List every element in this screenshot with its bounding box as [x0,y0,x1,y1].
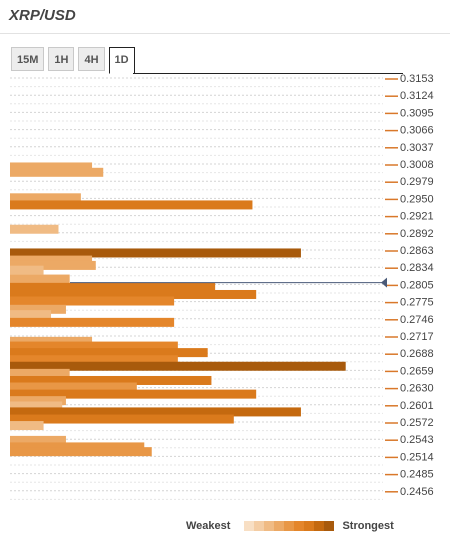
legend-swatch [294,521,305,531]
y-tick-label: 0.2950 [400,193,434,205]
legend-swatch [244,521,255,531]
current-price-marker [381,277,387,288]
y-tick-label: 0.3008 [400,159,434,171]
bar [10,389,257,399]
tab-4h[interactable]: 4H [78,47,105,71]
bar [10,224,59,234]
legend-swatch [284,521,295,531]
y-tick-label: 0.2601 [400,400,434,412]
bar [10,274,70,284]
legend-color-scale [244,521,335,531]
bar [10,361,346,371]
bar [10,289,257,299]
y-tick-label: 0.2805 [400,279,434,291]
y-tick-label: 0.2746 [400,314,434,326]
y-tick-label: 0.2834 [400,262,434,274]
y-tick-label: 0.2572 [400,417,434,429]
y-tick-label: 0.3153 [400,73,434,85]
bar [10,348,208,358]
bar [10,401,63,411]
bar [10,296,175,306]
legend-swatch [264,521,275,531]
bar [10,368,70,378]
bar [10,375,212,385]
legend-swatch [314,521,325,531]
legend-strongest-label: Strongest [342,520,394,532]
bar [10,193,81,203]
bar [10,304,66,314]
y-tick-label: 0.2717 [400,331,434,343]
bar [10,282,216,292]
y-tick-label: 0.2630 [400,383,434,395]
bar [10,447,152,457]
bar [10,265,44,275]
legend-swatch [274,521,285,531]
bar [10,442,145,452]
bar [10,435,66,445]
bar [10,162,93,172]
legend-swatch [324,521,335,531]
chart-title: XRP/USD [9,7,76,24]
legend-weakest-label: Weakest [186,520,231,532]
tab-1h[interactable]: 1H [48,47,75,71]
bar [10,336,93,346]
confluence-chart: 0.3153 0.3124 0.3095 0.3066 0.3037 0.3008 0.29… [10,73,434,500]
y-tick-label: 0.2688 [400,348,434,360]
bar [10,310,52,320]
y-tick-label: 0.2456 [400,486,434,498]
bar [10,396,66,406]
bar [10,317,175,327]
y-tick-label: 0.2775 [400,297,434,309]
y-tick-label: 0.2485 [400,469,434,481]
y-tick-label: 0.2514 [400,451,434,463]
y-tick-label: 0.3095 [400,107,434,119]
bar [10,167,104,177]
tab-15m[interactable]: 15M [11,47,45,71]
tab-underline [133,73,403,74]
y-tick-label: 0.3066 [400,125,434,137]
bar [10,414,234,424]
bar [10,355,178,365]
y-tick-label: 0.2921 [400,211,434,223]
legend: Weakest Strongest [186,520,394,532]
y-tick-label: 0.2892 [400,228,434,240]
bar [10,421,44,431]
bar [10,341,178,351]
bar [10,248,301,258]
y-tick-label: 0.3124 [400,90,434,102]
bar [10,407,301,417]
bar [10,200,253,210]
bar [10,255,93,265]
timeframe-tabs: 15M 1H 4H 1D [11,47,139,74]
y-tick-label: 0.2863 [400,245,434,257]
legend-swatch [304,521,315,531]
legend-swatch [254,521,265,531]
title-divider [0,33,450,34]
y-tick-label: 0.2659 [400,365,434,377]
tab-1d[interactable]: 1D [108,47,135,74]
y-tick-label: 0.3037 [400,142,434,154]
y-tick-label: 0.2543 [400,434,434,446]
bar [10,382,137,392]
bar [10,260,96,270]
y-tick-label: 0.2979 [400,176,434,188]
